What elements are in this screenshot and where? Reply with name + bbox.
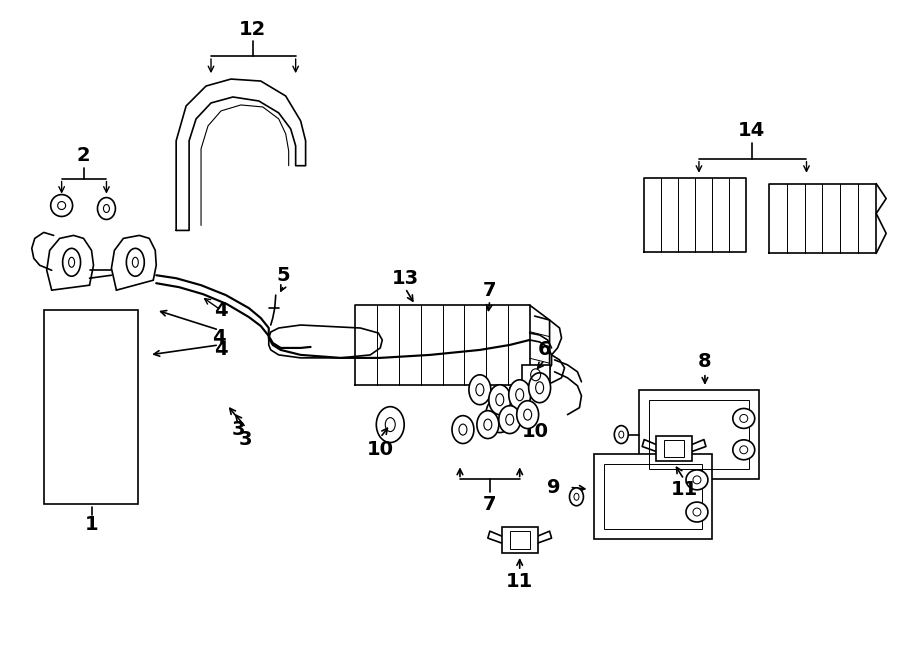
Text: 7: 7 (483, 281, 497, 299)
Ellipse shape (469, 375, 491, 405)
Ellipse shape (477, 410, 499, 438)
Bar (502, 527, 537, 553)
Text: 12: 12 (239, 20, 266, 39)
Ellipse shape (126, 249, 144, 276)
Text: 8: 8 (698, 352, 712, 371)
Text: 11: 11 (670, 480, 698, 499)
Ellipse shape (570, 488, 583, 506)
Bar (604, 465, 702, 529)
Bar (594, 455, 712, 539)
Bar (522, 365, 550, 385)
Ellipse shape (508, 380, 531, 410)
Ellipse shape (686, 470, 708, 490)
Ellipse shape (733, 408, 755, 428)
Text: 6: 6 (538, 340, 552, 360)
Ellipse shape (50, 194, 73, 217)
Text: 4: 4 (214, 301, 228, 319)
Bar (656, 436, 692, 461)
Ellipse shape (686, 502, 708, 522)
Text: 4: 4 (214, 340, 228, 360)
Bar (664, 440, 684, 457)
Text: 10: 10 (367, 440, 394, 459)
Ellipse shape (517, 401, 538, 428)
Text: 10: 10 (522, 422, 549, 441)
Ellipse shape (486, 397, 514, 432)
Text: 2: 2 (76, 146, 90, 165)
Text: 1: 1 (85, 515, 98, 533)
Text: 3: 3 (232, 420, 246, 439)
Text: 14: 14 (738, 122, 765, 140)
Ellipse shape (615, 426, 628, 444)
Ellipse shape (733, 440, 755, 460)
Text: 13: 13 (392, 269, 418, 288)
Text: 5: 5 (277, 266, 291, 285)
Bar (639, 390, 759, 479)
Ellipse shape (452, 416, 474, 444)
Bar (649, 400, 749, 469)
Ellipse shape (528, 373, 551, 403)
Ellipse shape (97, 198, 115, 219)
Ellipse shape (499, 406, 521, 434)
Text: 4: 4 (212, 329, 226, 348)
Ellipse shape (376, 407, 404, 442)
Text: 9: 9 (547, 478, 561, 497)
Bar (509, 531, 530, 549)
Text: 11: 11 (506, 572, 534, 592)
Text: 7: 7 (483, 495, 497, 514)
Bar (44, 310, 139, 504)
Ellipse shape (63, 249, 81, 276)
Ellipse shape (489, 385, 510, 414)
Text: 3: 3 (239, 430, 253, 449)
